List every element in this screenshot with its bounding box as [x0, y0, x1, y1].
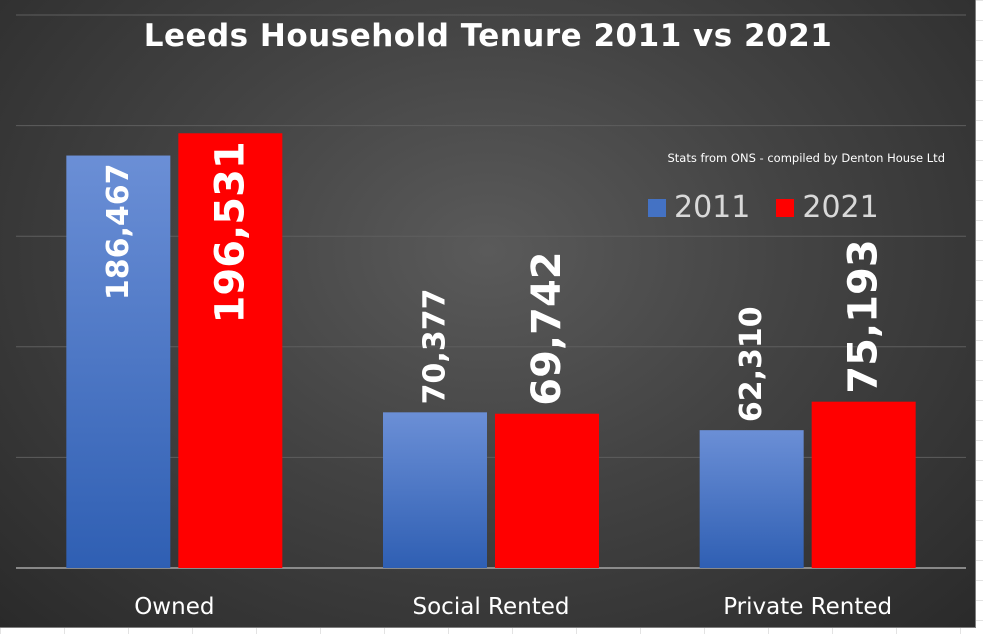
- gridlines: [16, 14, 966, 569]
- data-label-2011-3: 62,310: [734, 306, 769, 422]
- legend-label-2021: 2021: [802, 190, 879, 225]
- bar-2011-2: [383, 412, 487, 568]
- data-label-2021-1: 196,531: [207, 141, 253, 323]
- x-tick-label-2: Social Rented: [413, 594, 570, 620]
- chart-title: Leeds Household Tenure 2011 vs 2021: [143, 18, 833, 54]
- x-tick-label-1: Owned: [134, 594, 214, 620]
- data-label-2011-2: 70,377: [418, 289, 453, 405]
- bar-2021-3: [811, 401, 916, 568]
- x-axis: Owned Social Rented Private Rented: [134, 594, 892, 620]
- legend-label-2011: 2011: [674, 190, 751, 225]
- bar-2021-2: [495, 413, 599, 568]
- data-labels: 186,467 196,531 70,377 69,742 62,310 75,193: [101, 141, 887, 422]
- legend[interactable]: 2011 2021: [648, 190, 905, 225]
- data-label-2021-3: 75,193: [841, 239, 887, 393]
- legend-item-2021[interactable]: 2021: [776, 190, 879, 225]
- legend-swatch-2021: [776, 198, 795, 217]
- bar-2021-1: [178, 133, 283, 568]
- x-tick-label-3: Private Rented: [723, 594, 892, 620]
- bar-2011-3: [699, 430, 804, 568]
- data-label-2011-1: 186,467: [101, 164, 136, 301]
- legend-item-2011[interactable]: 2011: [648, 190, 750, 225]
- data-label-2021-2: 69,742: [524, 251, 570, 405]
- source-note: Stats from ONS - compiled by Denton Hous…: [667, 151, 945, 165]
- bars: [66, 133, 916, 569]
- legend-swatch-2011: [648, 198, 666, 217]
- bar-2011-1: [66, 155, 171, 569]
